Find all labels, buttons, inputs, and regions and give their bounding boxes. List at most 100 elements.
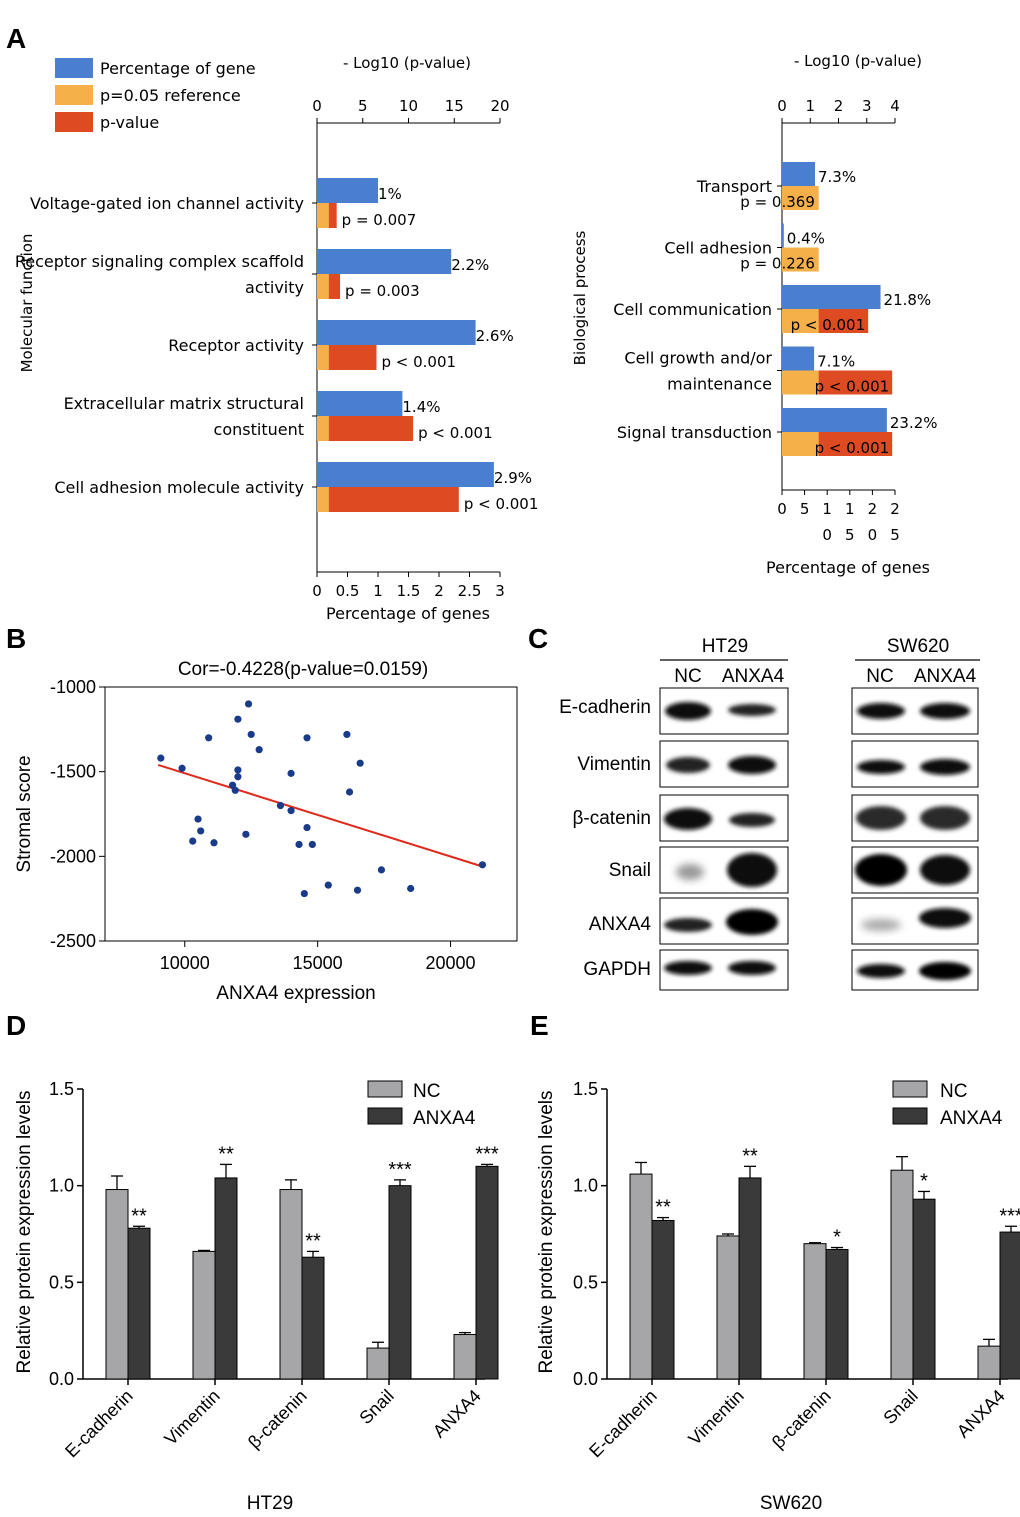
reference-bar <box>782 247 819 272</box>
scatter-point <box>242 830 250 838</box>
anxa4-bar <box>214 1177 238 1380</box>
c-cellline-sw620: SW620 <box>887 636 949 657</box>
nc-bar <box>453 1334 477 1380</box>
d-legend-label-nc: NC <box>413 1081 440 1102</box>
fit-line <box>157 763 483 868</box>
legend-swatch-pvalue <box>55 112 93 132</box>
x-tick-label: Snail <box>355 1386 397 1428</box>
reference-bar <box>782 370 819 395</box>
blot-band <box>728 704 776 716</box>
bottom-tick-label: 0 <box>312 582 322 600</box>
blot-band <box>856 806 906 830</box>
scatter-point <box>287 807 295 815</box>
b-title: Cor=-0.4228(p-value=0.0159) <box>178 659 428 680</box>
percentage-label: 7.3% <box>818 168 856 186</box>
anxa4-bar <box>388 1185 412 1380</box>
a2-top-axis-title: - Log10 (p-value) <box>794 52 922 70</box>
scatter-point <box>407 884 415 893</box>
scatter-point <box>234 773 242 781</box>
scatter-point <box>178 764 186 772</box>
top-tick-label: 10 <box>399 97 418 115</box>
scatter-point <box>234 715 242 723</box>
x-tick-label: β-catenin <box>244 1386 311 1453</box>
scatter-point <box>210 839 218 847</box>
bottom-tick-label: 2.5 <box>458 582 482 600</box>
scatter-point <box>197 827 205 835</box>
percentage-bar <box>317 178 378 203</box>
blot-band <box>664 808 712 830</box>
b-ytick-label: -1500 <box>50 762 96 782</box>
scatter-point <box>324 881 332 889</box>
e-ylabel: Relative protein expression levels <box>536 1090 557 1373</box>
nc-bar <box>716 1235 740 1380</box>
percentage-label: 2.6% <box>476 327 514 345</box>
blot-band <box>727 853 777 887</box>
b-plot-frame <box>104 686 518 942</box>
reference-bar <box>782 186 819 210</box>
blot-band <box>728 961 776 975</box>
panel-letter-a: A <box>6 23 26 54</box>
percentage-bar <box>782 408 887 432</box>
blot-band <box>728 756 776 774</box>
top-tick-label: 15 <box>445 97 464 115</box>
a1-top-axis-title: - Log10 (p-value) <box>343 54 471 72</box>
pvalue-label: p < 0.001 <box>791 316 866 334</box>
b-ylabel: Stromal score <box>14 755 35 872</box>
e-cellline-label: SW620 <box>760 1493 822 1514</box>
blot-band <box>855 854 907 886</box>
e-legend-label-anxa4: ANXA4 <box>940 1108 1003 1129</box>
legend-label-percentage: Percentage of gene <box>100 59 256 78</box>
pvalue-bar <box>317 487 459 512</box>
legend-label-reference: p=0.05 reference <box>100 86 241 105</box>
anxa4-bar <box>912 1198 936 1380</box>
blot-label-ecadherin: E-cadherin <box>559 697 651 718</box>
x-tick-label: ANXA4 <box>429 1386 485 1442</box>
blot-band <box>920 806 970 830</box>
bottom-tick-label: 0 <box>868 526 878 544</box>
scatter-point <box>353 886 362 894</box>
e-legend-label-nc: NC <box>940 1081 967 1102</box>
category-label: activity <box>245 278 304 297</box>
blot-label-bcatenin: β-catenin <box>572 808 651 829</box>
bottom-tick-label: 0 <box>822 526 832 544</box>
bottom-tick-label: 0.5 <box>336 582 360 600</box>
category-label: maintenance <box>667 375 772 394</box>
category-label: Signal transduction <box>617 423 772 442</box>
bottom-tick-label: 5 <box>845 526 855 544</box>
scatter-point <box>287 769 295 777</box>
reference-bar <box>317 416 329 441</box>
anxa4-bar <box>651 1219 675 1380</box>
panel-a-legend: Percentage of gene p=0.05 reference p-va… <box>55 58 256 132</box>
d-legend-swatch-anxa4 <box>367 1107 403 1125</box>
scatter-chart: Cor=-0.4228(p-value=0.0159) ANXA4 expres… <box>14 659 518 1004</box>
b-xtick-label: 15000 <box>293 953 343 973</box>
percentage-bar <box>782 285 881 309</box>
bottom-tick-label: 1 <box>822 500 832 518</box>
significance-label: ** <box>655 1197 671 1219</box>
category-label: Cell growth and/or <box>624 349 772 368</box>
reference-bar <box>317 203 329 228</box>
category-label: Cell adhesion molecule activity <box>54 478 304 497</box>
anxa4-bar <box>738 1177 762 1380</box>
b-xtick-label: 10000 <box>160 953 210 973</box>
pvalue-label: p < 0.001 <box>464 495 539 513</box>
pvalue-label: p < 0.001 <box>815 378 890 396</box>
a1-bottom-axis-title: Percentage of genes <box>326 604 490 623</box>
category-label: constituent <box>214 420 304 439</box>
category-label: Voltage-gated ion channel activity <box>30 194 304 213</box>
pvalue-bar <box>317 416 414 441</box>
a2-bottom-axis-title: Percentage of genes <box>766 558 930 577</box>
scatter-point <box>194 815 202 823</box>
a2-ylabel: Biological process <box>571 230 589 365</box>
b-xlabel: ANXA4 expression <box>216 983 375 1004</box>
percentage-bar <box>782 346 815 371</box>
legend-swatch-reference <box>55 85 93 105</box>
category-label: Receptor signaling complex scaffold <box>15 252 304 271</box>
c-lane-nc-ht29: NC <box>674 666 701 687</box>
c-lane-anxa4-ht29: ANXA4 <box>722 666 785 687</box>
significance-label: *** <box>388 1159 412 1181</box>
percentage-bar <box>317 249 452 274</box>
nc-bar <box>105 1189 129 1380</box>
scatter-point <box>205 734 213 742</box>
percentage-bar <box>317 320 476 345</box>
